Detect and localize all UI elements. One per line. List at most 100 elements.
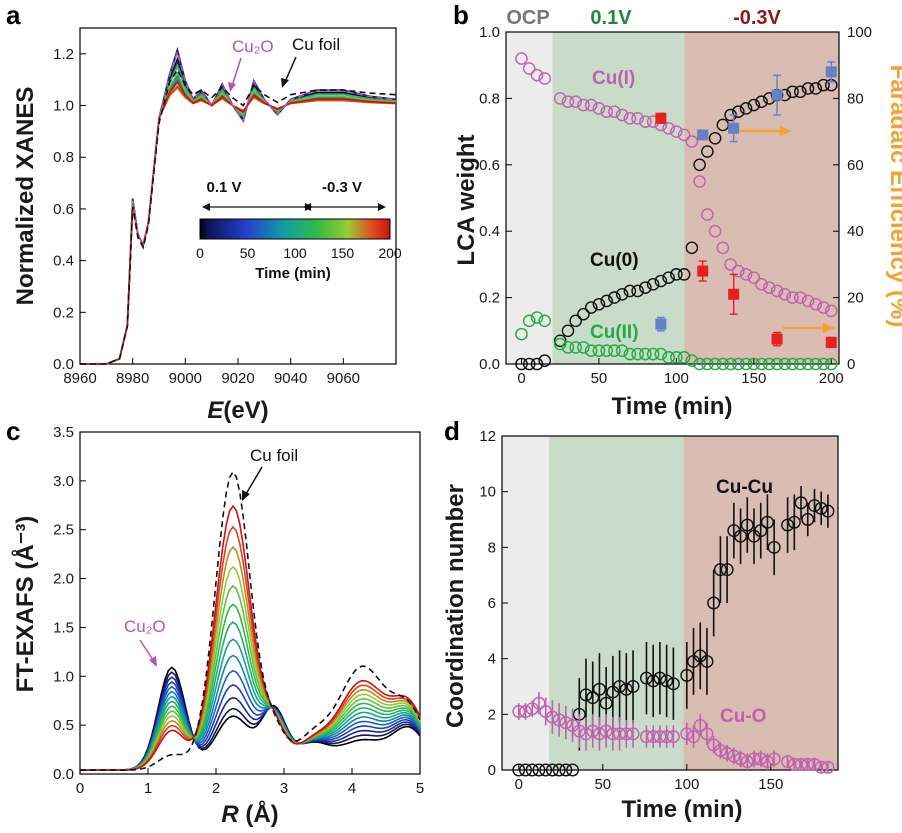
panel-b-point-cuii [569,341,582,354]
panel-b-point-cuii [639,347,652,361]
panel-a-ytick-label: 0.2 [53,304,74,321]
panel-b-point-cu0 [592,297,606,311]
panel-b-marks [515,52,838,371]
panel-b-point-cu0 [538,354,552,367]
panel-a-yticks: 0.0 0.2 0.4 0.6 0.8 1.0 1.2 [53,46,86,373]
panel-d-point-cuo [727,749,741,763]
panel-d-point-cucu [646,674,660,688]
colorbar-tick-label: 50 [240,245,256,261]
panel-b-ytick-label: 0.4 [479,223,500,240]
colorbar-arrow-left [202,203,210,211]
panel-d-point-cuo [713,744,727,758]
panel-d-point-cucu [525,763,539,777]
colorbar-title: Time (min) [255,265,331,282]
panel-d-point-cuo [592,727,606,741]
panel-b-point-cuii [608,344,621,358]
colorbar-arrow-right [378,203,386,211]
panel-b-point-cuii [615,344,629,358]
panel-b-point-cuii [724,357,737,371]
panel-b-point-cui [639,115,652,128]
panel-b-ytick-label: 0.8 [479,90,500,107]
panel-d-point-cuo [559,716,573,730]
panel-d-point-cuo [532,696,546,710]
panel-d-point-cuo [781,755,795,769]
panel-b-point-cuii [778,357,792,371]
panel-b-point-cui [755,278,768,291]
panel-b-y2tick-label: 60 [847,157,864,174]
panel-d-point-cuo [807,757,821,771]
panel-b-point-cuii [538,314,552,328]
panel-b-square-feblue [655,318,667,330]
panel-b-y2tick-label: 20 [847,290,864,307]
panel-b-point-cu0 [801,82,815,95]
panel-b-point-cuii [584,344,598,358]
panel-b-point-cu0 [646,278,660,291]
panel-d-point-cucu [713,563,727,577]
panel-d-point-cuo [599,724,613,738]
panel-d-ytick-label: 12 [479,428,496,445]
panel-a-ylabel: Normalized XANES [12,87,39,306]
panel-b-point-cui [724,258,737,271]
panel-b-point-cu0 [600,294,613,308]
panel-d-point-cuo [700,727,714,741]
panel-b-xtick-label: 50 [591,370,608,387]
panel-b-point-cui [538,72,552,85]
panel-c-ytick-label: 3.0 [53,473,74,490]
panel-b-point-cui [809,297,823,311]
panel-b-point-cuii [809,357,823,371]
panel-d-point-cuo [720,746,734,760]
panel-b-point-cu0 [569,314,582,328]
colorbar-tick-label: 150 [331,245,355,261]
panel-d-point-cuo [814,760,828,774]
panel-b-point-cu0 [732,105,745,118]
panel-d-point-cuo [767,752,781,766]
panel-d-xlabel: Time (min) [622,796,743,823]
panel-b-region-m03v-label: -0.3V [733,7,781,29]
panel-d-xtick-label: 50 [594,776,611,793]
panel-b-ytick-label: 0.0 [479,356,500,373]
panel-b-point-cuii [623,347,637,361]
panel-a-xtick-label: 9020 [221,370,254,387]
panel-b-point-cuii [793,357,807,371]
panel-b-point-cuii [786,357,799,371]
panel-b-point-cuii [592,344,606,358]
panel-b-xlabel: Time (min) [612,393,733,420]
panel-b-point-cuii [600,344,613,358]
panel-c-xlabel-var: R [221,801,239,828]
panel-d-point-cucu [720,563,734,577]
panel-d-point-cucu [666,677,680,691]
panel-d-point-cuo [626,727,640,741]
panel-d-point-cucu [613,680,627,694]
panel-b-point-cuii [654,347,668,361]
panel-c-cufoil-arrow [245,466,263,495]
panel-b-point-cu0 [817,78,830,92]
panel-a-cu2o-arrowhead [228,82,236,92]
panel-b-point-cu0 [639,281,652,294]
panel-a-xtick-label: 8960 [63,370,96,387]
panel-d-point-cucu [512,763,526,777]
colorbar-label-01v: 0.1 V [206,179,241,196]
panel-a-xtick-label: 8980 [116,370,149,387]
panel-b-point-cuii [693,357,706,371]
panel-d-point-cuo [660,730,674,744]
panel-b-point-cui [732,264,745,278]
panel-b-cu1-label: Cu(I) [592,68,635,89]
colorbar-arrow-mid-left [303,203,311,211]
panel-a-xlabel-unit: (eV) [223,397,268,424]
panel-d-point-cuo [680,727,694,741]
panel-c-xtick-label: 2 [212,780,220,797]
panel-b-point-cuii [755,357,768,371]
panel-d-point-cuo [787,757,801,771]
panel-d-point-cuo [794,757,808,771]
panel-b-point-cu0 [685,241,699,255]
panel-b-region-m03v [684,32,839,364]
panel-d-point-cuo [639,730,653,744]
panel-d-point-cucu [734,529,748,543]
colorbar-tick-label: 100 [283,245,307,261]
panel-b-point-cui [739,268,753,281]
panel-b-y2label: Faradaic Efficiency (%) [885,65,902,328]
panel-d-point-cucu [680,668,694,682]
panel-d-point-cucu [545,763,559,777]
panel-b-point-cui [561,95,575,109]
panel-d-point-cuo [754,752,768,766]
